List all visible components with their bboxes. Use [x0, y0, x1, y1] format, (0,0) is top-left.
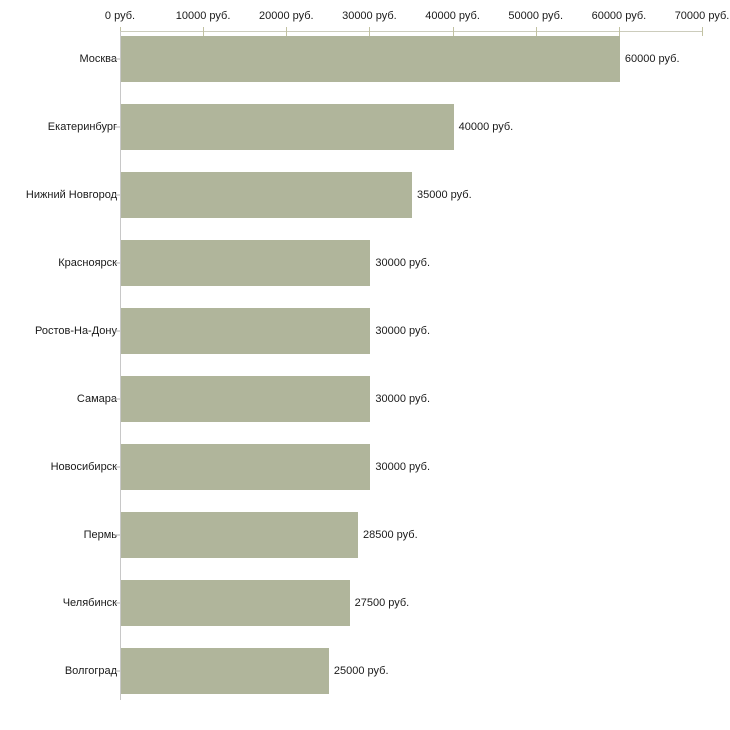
bar — [121, 172, 412, 218]
x-axis-tick — [702, 27, 703, 36]
category-tick — [115, 262, 120, 264]
x-axis-tick — [286, 27, 288, 36]
y-axis-line — [120, 31, 121, 700]
x-axis-tick-label: 50000 руб. — [508, 10, 563, 22]
value-label: 30000 руб. — [375, 325, 431, 337]
x-axis-tick-label: 10000 руб. — [175, 10, 231, 22]
bar — [121, 36, 620, 82]
bar — [121, 308, 371, 354]
value-label: 30000 руб. — [375, 257, 431, 269]
category-tick — [115, 670, 120, 672]
value-label: 40000 руб. — [458, 121, 514, 133]
value-label: 27500 руб. — [354, 597, 410, 609]
x-axis-tick-label: 20000 руб. — [258, 10, 314, 22]
bar — [121, 580, 350, 626]
x-axis-tick-label: 30000 руб. — [342, 10, 397, 22]
value-label: 60000 руб. — [624, 53, 680, 65]
bar — [121, 240, 371, 286]
category-tick — [115, 330, 120, 332]
x-axis-line — [120, 31, 703, 32]
x-axis-tick — [452, 27, 454, 36]
category-tick — [115, 398, 120, 400]
category-label: Екатеринбург — [47, 121, 117, 133]
category-label: Челябинск — [62, 597, 117, 609]
category-tick — [115, 534, 120, 536]
bar — [121, 376, 371, 422]
category-tick — [115, 602, 120, 604]
bar — [121, 512, 358, 558]
x-axis-tick-label: 40000 руб. — [425, 10, 480, 22]
value-label: 30000 руб. — [375, 461, 431, 473]
x-axis-tick — [535, 27, 537, 36]
x-axis-tick-label: 0 руб. — [104, 10, 136, 22]
x-axis-tick — [618, 27, 620, 36]
category-label: Пермь — [83, 529, 117, 541]
category-label: Нижний Новгород — [25, 189, 117, 201]
category-label: Самара — [76, 393, 117, 405]
bar — [121, 104, 454, 150]
category-tick — [115, 466, 120, 468]
category-tick — [115, 194, 120, 196]
x-axis-tick-label: 70000 руб. — [674, 10, 730, 22]
category-tick — [115, 126, 120, 128]
category-label: Москва — [79, 53, 117, 65]
x-axis-tick-label: 60000 руб. — [591, 10, 647, 22]
x-axis-tick — [203, 27, 205, 36]
x-axis-tick — [369, 27, 371, 36]
value-label: 28500 руб. — [363, 529, 418, 541]
value-label: 30000 руб. — [375, 393, 431, 405]
bar — [121, 648, 329, 694]
value-label: 25000 руб. — [333, 665, 389, 677]
bar — [121, 444, 371, 490]
category-label: Ростов-На-Дону — [34, 325, 117, 337]
value-label: 35000 руб. — [417, 189, 472, 201]
category-label: Волгоград — [64, 665, 117, 677]
category-tick — [115, 58, 120, 60]
category-label: Новосибирск — [50, 461, 117, 473]
category-label: Красноярск — [58, 257, 117, 269]
